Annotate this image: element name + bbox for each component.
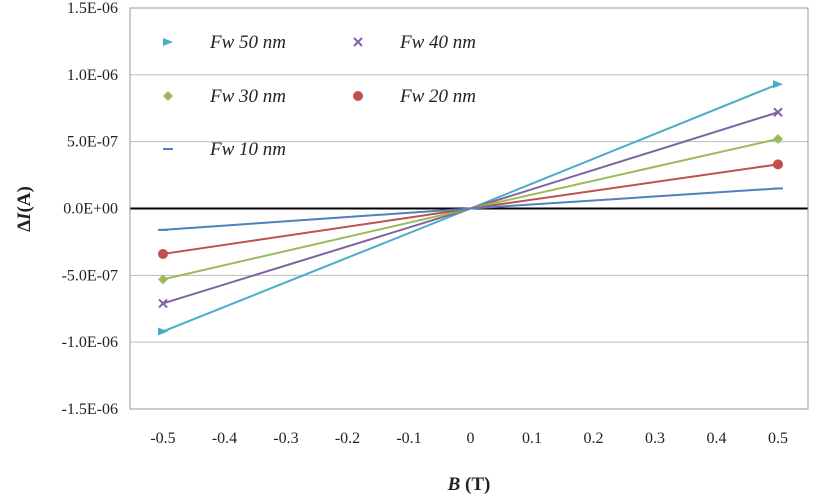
series-line <box>162 187 779 231</box>
diamond-marker <box>773 133 783 144</box>
x-tick-label: 0.4 <box>707 430 727 447</box>
y-tick-label: -1.0E-06 <box>62 334 118 351</box>
y-tick-label: 5.0E-07 <box>67 134 118 151</box>
legend-label: Fw 50 nm <box>209 32 286 53</box>
x-tick-label: 0.3 <box>645 430 665 447</box>
x-tick-label: 0.5 <box>768 430 788 447</box>
diamond-marker <box>158 274 168 285</box>
circle-marker <box>773 159 783 170</box>
plot-area-border <box>129 7 809 410</box>
legend-item: Fw 10 nm <box>163 139 286 160</box>
x-tick-label: -0.1 <box>396 430 421 447</box>
legend-item: Fw 40 nm <box>353 32 476 53</box>
circle-marker <box>158 248 168 259</box>
x-axis-title: B (T) <box>447 474 491 495</box>
circle-marker <box>353 91 363 101</box>
x-marker <box>773 107 783 117</box>
y-tick-label: 0.0E+00 <box>63 201 118 218</box>
legend-label: Fw 20 nm <box>399 86 476 107</box>
y-tick-label: -5.0E-07 <box>62 267 118 284</box>
x-marker <box>353 37 363 47</box>
legend: Fw 50 nm Fw 40 nm Fw 30 nm Fw 20 nm Fw 10 nm <box>163 32 476 160</box>
triangle-marker <box>158 327 168 336</box>
x-tick-label: 0 <box>467 430 475 447</box>
triangle-marker <box>773 80 783 89</box>
x-tick-label: -0.5 <box>150 430 175 447</box>
legend-label: Fw 10 nm <box>209 139 286 160</box>
legend-label: Fw 40 nm <box>399 32 476 53</box>
series-fw-10-nm <box>158 187 783 231</box>
y-tick-label: -1.5E-06 <box>62 401 118 418</box>
x-tick-label: -0.4 <box>212 430 237 447</box>
legend-label: Fw 30 nm <box>209 86 286 107</box>
x-tick-labels: -0.5 -0.4 -0.3 -0.2 -0.1 0 0.1 0.2 0.3 0.4 0.5 <box>150 430 788 447</box>
legend-item: Fw 30 nm <box>163 86 286 107</box>
diamond-marker <box>163 91 173 101</box>
y-axis-title: ΔI(A) <box>14 186 35 232</box>
y-tick-label: 1.0E-06 <box>67 67 118 84</box>
legend-item: Fw 20 nm <box>353 86 476 107</box>
x-tick-label: 0.1 <box>522 430 542 447</box>
x-tick-label: 0.2 <box>584 430 604 447</box>
legend-item: Fw 50 nm <box>163 32 286 53</box>
x-tick-label: -0.3 <box>273 430 298 447</box>
y-tick-labels: 1.5E-06 1.0E-06 5.0E-07 0.0E+00 -5.0E-07 -1.0… <box>62 0 118 418</box>
y-tick-label: 1.5E-06 <box>67 0 118 17</box>
x-marker <box>158 298 168 309</box>
triangle-marker <box>163 38 173 46</box>
series-lines <box>158 80 783 336</box>
x-tick-label: -0.2 <box>335 430 360 447</box>
